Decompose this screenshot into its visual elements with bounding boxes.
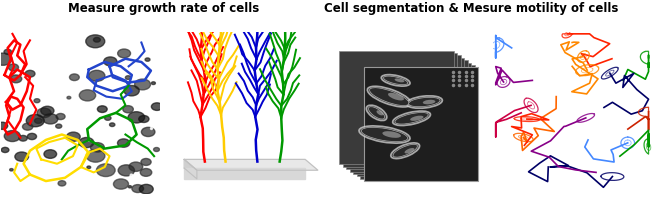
- Bar: [353, 60, 468, 174]
- Ellipse shape: [406, 96, 442, 108]
- Ellipse shape: [369, 88, 409, 106]
- Ellipse shape: [369, 107, 384, 119]
- Circle shape: [124, 86, 140, 96]
- Circle shape: [22, 123, 33, 130]
- Circle shape: [1, 147, 9, 152]
- Circle shape: [9, 64, 18, 71]
- Ellipse shape: [377, 110, 383, 115]
- Ellipse shape: [391, 143, 420, 159]
- Ellipse shape: [362, 127, 407, 142]
- Ellipse shape: [405, 148, 415, 153]
- Circle shape: [69, 74, 79, 81]
- Circle shape: [0, 122, 8, 129]
- Circle shape: [86, 149, 105, 162]
- Circle shape: [118, 49, 130, 58]
- Circle shape: [44, 150, 56, 158]
- Circle shape: [15, 152, 29, 161]
- Circle shape: [67, 132, 80, 141]
- Circle shape: [96, 164, 115, 177]
- Ellipse shape: [410, 116, 424, 121]
- Ellipse shape: [392, 111, 430, 126]
- Ellipse shape: [395, 112, 428, 124]
- Circle shape: [128, 112, 145, 123]
- Circle shape: [25, 70, 35, 77]
- Circle shape: [118, 165, 134, 176]
- Circle shape: [94, 37, 100, 42]
- Ellipse shape: [367, 86, 411, 107]
- Circle shape: [87, 166, 90, 168]
- Circle shape: [41, 106, 54, 115]
- Ellipse shape: [394, 78, 404, 82]
- Circle shape: [5, 131, 20, 142]
- Circle shape: [88, 70, 105, 81]
- Circle shape: [122, 106, 134, 113]
- Circle shape: [145, 58, 150, 61]
- Bar: [360, 65, 475, 179]
- Text: Measure growth rate of cells: Measure growth rate of cells: [68, 2, 259, 15]
- Circle shape: [4, 49, 12, 54]
- Bar: [350, 58, 464, 171]
- Circle shape: [153, 148, 159, 151]
- Bar: [346, 55, 461, 169]
- Polygon shape: [184, 168, 305, 179]
- Bar: [357, 63, 472, 176]
- Circle shape: [105, 116, 111, 120]
- Circle shape: [79, 90, 96, 101]
- Circle shape: [129, 162, 143, 171]
- Circle shape: [141, 158, 151, 166]
- Circle shape: [56, 113, 65, 120]
- Circle shape: [132, 185, 143, 192]
- Ellipse shape: [381, 75, 410, 86]
- Ellipse shape: [383, 131, 401, 138]
- Circle shape: [140, 184, 153, 194]
- Bar: [343, 53, 457, 167]
- Circle shape: [109, 123, 115, 127]
- Circle shape: [125, 76, 131, 79]
- Bar: [364, 67, 478, 181]
- Circle shape: [26, 114, 45, 127]
- Circle shape: [28, 133, 37, 140]
- Text: Cell segmentation & Mesure motility of cells: Cell segmentation & Mesure motility of c…: [324, 2, 619, 15]
- Circle shape: [34, 99, 40, 103]
- Circle shape: [35, 118, 42, 123]
- Ellipse shape: [366, 105, 387, 121]
- Circle shape: [128, 186, 132, 188]
- Circle shape: [117, 139, 130, 147]
- Ellipse shape: [393, 144, 417, 157]
- Circle shape: [10, 168, 13, 171]
- Circle shape: [79, 137, 94, 148]
- Circle shape: [140, 168, 152, 176]
- Circle shape: [43, 114, 58, 124]
- Bar: [339, 51, 454, 164]
- Circle shape: [56, 124, 62, 128]
- Circle shape: [10, 75, 22, 83]
- Ellipse shape: [409, 97, 440, 107]
- Circle shape: [139, 115, 149, 123]
- Circle shape: [37, 108, 51, 118]
- Circle shape: [103, 57, 117, 66]
- Circle shape: [58, 181, 66, 186]
- Polygon shape: [184, 159, 318, 170]
- Circle shape: [0, 53, 12, 65]
- Circle shape: [98, 106, 107, 112]
- Circle shape: [19, 135, 28, 141]
- Circle shape: [113, 179, 128, 189]
- Circle shape: [151, 103, 162, 110]
- Polygon shape: [184, 159, 197, 179]
- Circle shape: [86, 35, 105, 48]
- Circle shape: [90, 143, 104, 152]
- Ellipse shape: [359, 126, 410, 143]
- Ellipse shape: [422, 100, 436, 104]
- Circle shape: [134, 79, 151, 90]
- Circle shape: [141, 127, 155, 137]
- Ellipse shape: [388, 93, 404, 100]
- Circle shape: [151, 82, 155, 85]
- Ellipse shape: [384, 76, 407, 85]
- Circle shape: [67, 96, 71, 99]
